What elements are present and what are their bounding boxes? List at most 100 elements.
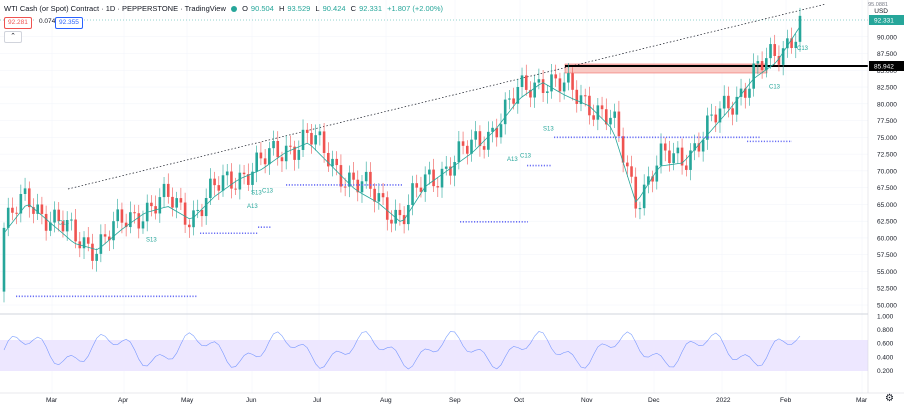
collapse-legend-button[interactable]: ⌃ <box>4 31 22 43</box>
candle-body <box>407 204 410 225</box>
candle-body <box>697 143 701 152</box>
price-tick: 52.500 <box>877 286 897 293</box>
candle-body <box>655 165 659 182</box>
candle-body <box>457 141 461 163</box>
candle-body <box>230 171 233 189</box>
buy-price-button[interactable]: 92.355 <box>55 17 83 29</box>
candle-body <box>668 150 671 164</box>
candle-body <box>634 176 638 209</box>
current-price-tag <box>869 15 904 25</box>
candle-body <box>777 55 781 65</box>
currency-sub-label: 95.0881 <box>868 2 888 8</box>
candle-body <box>550 74 553 92</box>
candle-body <box>213 178 216 186</box>
candle-body <box>465 145 469 154</box>
candle-body <box>188 224 191 228</box>
candle-body <box>204 198 208 217</box>
price-tick: 75.000 <box>877 135 897 142</box>
spread-value: 0.074 <box>36 17 59 27</box>
level-price-label: 85.942 <box>874 64 894 71</box>
candle-body <box>647 176 650 185</box>
price-tick: 72.500 <box>877 152 897 159</box>
candle-body <box>70 219 73 221</box>
candle-body <box>684 165 688 170</box>
candle-body <box>727 95 730 109</box>
setup-annotation: A13 <box>247 204 258 210</box>
time-tick: Aug <box>380 397 392 404</box>
candle-body <box>192 210 195 228</box>
candle-body <box>166 183 170 197</box>
candle-body <box>171 196 174 208</box>
candle-body <box>449 166 452 176</box>
price-axis[interactable]: 90.000 87.500 85.000 82.500 80.000 77.500 75.0… <box>877 34 897 309</box>
chart-header: WTI Cash (or Spot) Contract · 1D · PEPPE… <box>4 4 446 13</box>
price-tick: 65.000 <box>877 202 897 209</box>
candle-body <box>74 219 77 242</box>
trendline[interactable] <box>67 3 827 190</box>
candle-body <box>588 95 591 116</box>
symbol-title[interactable]: WTI Cash (or Spot) Contract · 1D · PEPPE… <box>4 4 226 13</box>
candle-body <box>360 181 364 193</box>
candle-body <box>162 183 166 198</box>
candle-body <box>53 209 56 223</box>
indicator-tick: 0.200 <box>877 368 894 375</box>
candle-body <box>781 48 785 65</box>
candle-body <box>638 208 642 210</box>
candle-body <box>659 143 663 166</box>
indicator-axis[interactable]: 1.000 0.800 0.600 0.400 0.200 <box>877 314 894 375</box>
candle-body <box>596 105 600 120</box>
candle-body <box>676 147 680 154</box>
price-tick: 80.000 <box>877 101 897 108</box>
candle-body <box>529 89 532 98</box>
candle-body <box>318 131 322 136</box>
candle-body <box>251 171 254 185</box>
settings-gear-icon[interactable]: ⚙ <box>885 393 894 404</box>
candle-body <box>794 41 798 49</box>
candle-body <box>175 198 178 208</box>
time-axis[interactable]: Mar Apr May Jun Jul Aug Sep Oct Nov Dec 2022 Feb Mar <box>46 397 868 404</box>
time-tick: Nov <box>581 397 593 404</box>
candle-body <box>739 88 743 97</box>
candle-body <box>773 44 777 56</box>
candle-body <box>32 207 35 214</box>
price-tick: 87.500 <box>877 51 897 58</box>
grid-lines <box>0 0 868 393</box>
candle-body <box>419 187 423 192</box>
candle-body <box>91 243 94 261</box>
currency-selector[interactable]: 95.0881 USD <box>868 2 904 15</box>
price-tick: 85.000 <box>877 68 897 75</box>
time-tick: Mar <box>856 397 868 404</box>
candle-body <box>714 114 718 123</box>
candle-body <box>390 219 393 224</box>
candle-body <box>65 220 69 232</box>
candle-body <box>398 209 402 216</box>
candle-body <box>752 63 755 89</box>
candle-body <box>592 115 595 120</box>
candle-body <box>604 109 608 125</box>
time-tick: Apr <box>118 397 129 404</box>
candle-body <box>613 111 616 118</box>
sell-price-button[interactable]: 92.281 <box>4 17 32 29</box>
candle-body <box>440 168 444 188</box>
candle-body <box>432 169 435 187</box>
candle-body <box>706 115 709 140</box>
change-value: +1.807 (+2.00%) <box>387 4 443 13</box>
candle-body <box>40 204 44 214</box>
candle-body <box>268 148 271 165</box>
candle-body <box>680 147 684 166</box>
time-tick: Mar <box>46 397 58 404</box>
candle-body <box>567 73 570 83</box>
candle-body <box>630 166 633 177</box>
candle-body <box>280 157 284 162</box>
candle-body <box>663 143 667 151</box>
close-value: 92.331 <box>359 4 383 13</box>
candle-body <box>27 188 31 208</box>
candle-body <box>36 204 39 214</box>
candle-body <box>474 131 478 140</box>
candle-body <box>331 158 334 167</box>
candle-body <box>322 131 326 153</box>
candle-body <box>520 75 524 87</box>
candle-body <box>82 237 86 249</box>
candle-body <box>263 158 267 165</box>
